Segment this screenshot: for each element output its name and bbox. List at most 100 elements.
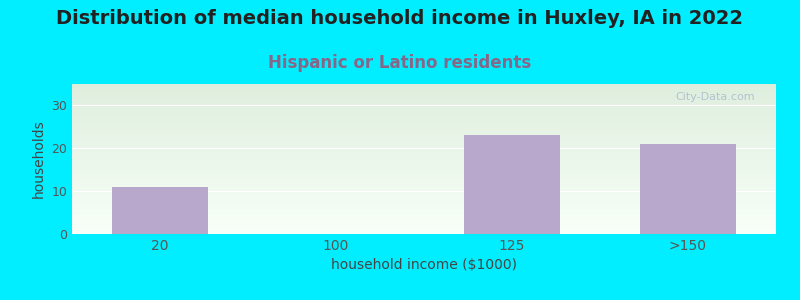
Bar: [72, 130, 776, 131]
Bar: [72, 189, 776, 190]
Bar: [72, 124, 776, 125]
Bar: [72, 233, 776, 234]
Bar: [72, 100, 776, 101]
Bar: [72, 132, 776, 133]
Bar: [72, 211, 776, 212]
Bar: [72, 210, 776, 211]
Bar: [72, 203, 776, 204]
Bar: [72, 219, 776, 220]
Bar: [72, 184, 776, 185]
Y-axis label: households: households: [32, 120, 46, 198]
Bar: [111, 187, 208, 234]
Bar: [72, 192, 776, 193]
Bar: [72, 213, 776, 214]
Bar: [72, 148, 776, 149]
Bar: [72, 127, 776, 128]
Bar: [72, 125, 776, 126]
Bar: [72, 218, 776, 219]
Bar: [72, 165, 776, 166]
Bar: [72, 209, 776, 210]
Bar: [72, 134, 776, 135]
Bar: [72, 137, 776, 138]
Bar: [72, 164, 776, 165]
Bar: [72, 126, 776, 127]
Bar: [72, 156, 776, 157]
Bar: [72, 145, 776, 146]
Bar: [72, 186, 776, 187]
Text: Distribution of median household income in Huxley, IA in 2022: Distribution of median household income …: [57, 9, 743, 28]
Bar: [72, 141, 776, 142]
Bar: [72, 102, 776, 103]
Bar: [72, 172, 776, 173]
Bar: [72, 112, 776, 113]
Bar: [72, 85, 776, 86]
Bar: [72, 214, 776, 215]
Bar: [72, 136, 776, 137]
Bar: [72, 93, 776, 94]
Bar: [72, 215, 776, 216]
Bar: [72, 223, 776, 224]
Bar: [72, 193, 776, 194]
Bar: [72, 120, 776, 121]
Bar: [72, 84, 776, 85]
Bar: [72, 117, 776, 118]
Bar: [72, 151, 776, 152]
Bar: [72, 158, 776, 159]
Bar: [72, 152, 776, 153]
Bar: [72, 167, 776, 168]
Bar: [72, 119, 776, 120]
Bar: [72, 146, 776, 147]
Bar: [72, 195, 776, 196]
Bar: [72, 212, 776, 213]
Bar: [72, 103, 776, 104]
Bar: [72, 160, 776, 161]
Bar: [72, 108, 776, 109]
Bar: [72, 227, 776, 228]
Bar: [72, 231, 776, 232]
Bar: [72, 118, 776, 119]
Bar: [72, 194, 776, 195]
Bar: [72, 228, 776, 229]
Bar: [72, 179, 776, 180]
Bar: [72, 217, 776, 218]
Bar: [72, 90, 776, 91]
Bar: [72, 114, 776, 115]
Bar: [72, 153, 776, 154]
Bar: [72, 225, 776, 226]
Bar: [72, 86, 776, 87]
Bar: [72, 157, 776, 158]
Bar: [72, 226, 776, 227]
Bar: [72, 204, 776, 205]
Bar: [72, 168, 776, 169]
Bar: [72, 111, 776, 112]
Bar: [72, 177, 776, 178]
Text: Hispanic or Latino residents: Hispanic or Latino residents: [268, 54, 532, 72]
Bar: [72, 199, 776, 200]
Bar: [72, 190, 776, 191]
Bar: [72, 139, 776, 140]
Bar: [72, 97, 776, 98]
Bar: [72, 100, 776, 101]
Bar: [72, 138, 776, 139]
Bar: [72, 105, 776, 106]
Bar: [464, 135, 561, 234]
Bar: [72, 94, 776, 95]
Bar: [72, 147, 776, 148]
Bar: [72, 88, 776, 89]
Bar: [72, 142, 776, 143]
Bar: [72, 173, 776, 174]
Bar: [72, 113, 776, 114]
Bar: [72, 200, 776, 201]
Bar: [72, 104, 776, 105]
Bar: [72, 129, 776, 130]
Bar: [72, 144, 776, 145]
Bar: [72, 232, 776, 233]
Bar: [72, 121, 776, 122]
Bar: [72, 159, 776, 160]
Bar: [72, 140, 776, 141]
Bar: [72, 85, 776, 86]
Bar: [72, 150, 776, 151]
Bar: [72, 95, 776, 96]
Bar: [72, 110, 776, 111]
Bar: [72, 207, 776, 208]
